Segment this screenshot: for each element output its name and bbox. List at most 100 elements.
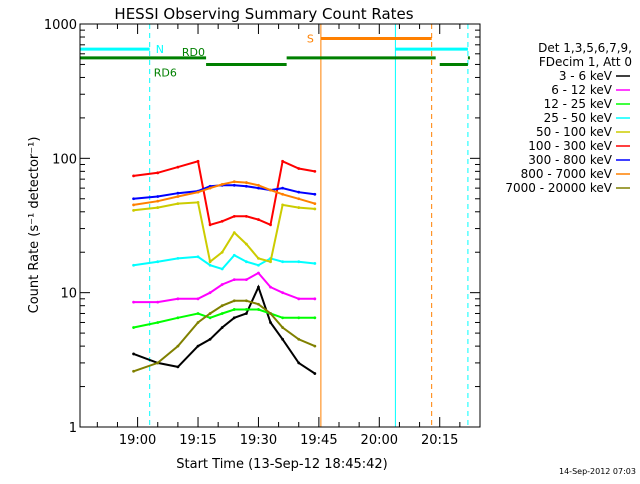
- data-point: [269, 260, 272, 264]
- data-point: [208, 316, 212, 320]
- data-point: [176, 316, 180, 320]
- data-point: [156, 321, 160, 324]
- data-point: [156, 300, 160, 304]
- data-point: [176, 365, 180, 369]
- data-point: [232, 231, 236, 234]
- legend: Det 1,3,5,6,7,9,FDecim 1, Att 03 - 6 keV…: [505, 41, 632, 195]
- data-point: [156, 206, 160, 209]
- data-point: [176, 202, 180, 206]
- data-point: [196, 159, 200, 163]
- data-point: [232, 253, 236, 257]
- legend-header: FDecim 1, Att 0: [539, 55, 632, 69]
- x-tick-label: 19:45: [300, 433, 337, 448]
- data-point: [244, 278, 248, 282]
- data-point: [244, 184, 248, 188]
- data-point: [281, 203, 285, 207]
- data-point: [196, 312, 200, 315]
- data-point: [313, 169, 317, 173]
- state-label-rd6: RD6: [154, 66, 177, 79]
- data-point: [244, 181, 248, 184]
- data-point: [257, 263, 260, 267]
- data-point: [232, 278, 236, 282]
- data-point: [257, 183, 260, 187]
- legend-entry-label: 300 - 800 keV: [528, 153, 612, 167]
- data-point: [208, 260, 212, 264]
- plot-area: N S RD0 RD6: [79, 24, 470, 427]
- data-point: [208, 223, 212, 227]
- data-point: [244, 260, 248, 264]
- data-point: [257, 308, 260, 311]
- series-line-9: [133, 299, 316, 373]
- data-point: [313, 316, 317, 320]
- data-point: [313, 202, 317, 206]
- data-point: [232, 316, 236, 320]
- data-point: [176, 191, 180, 195]
- data-point: [232, 214, 236, 218]
- data-point: [269, 188, 272, 192]
- y-tick-label: 10: [60, 287, 77, 302]
- data-point: [297, 197, 301, 201]
- data-point: [196, 321, 200, 324]
- data-point: [220, 326, 224, 329]
- data-point: [257, 218, 260, 221]
- data-point: [297, 206, 301, 209]
- data-point: [297, 190, 301, 194]
- data-point: [244, 312, 248, 315]
- data-point: [176, 195, 180, 198]
- legend-entry-label: 12 - 25 keV: [544, 97, 613, 111]
- data-point: [132, 208, 135, 212]
- x-axis-label: Start Time (13-Sep-12 18:45:42): [176, 457, 387, 472]
- data-point: [176, 297, 180, 301]
- legend-entry-label: 6 - 12 keV: [551, 83, 613, 97]
- data-point: [313, 344, 317, 348]
- legend-entry-label: 7000 - 20000 keV: [505, 181, 612, 195]
- data-point: [156, 361, 160, 365]
- data-point: [208, 291, 212, 295]
- data-point: [257, 271, 260, 275]
- data-point: [132, 203, 135, 207]
- legend-header: Det 1,3,5,6,7,9,: [538, 41, 632, 55]
- data-point: [220, 304, 224, 308]
- data-point: [281, 159, 285, 163]
- data-point: [232, 180, 236, 184]
- data-point: [297, 260, 301, 264]
- y-tick-label: 100: [52, 152, 77, 167]
- data-point: [132, 326, 135, 329]
- data-point: [132, 197, 135, 201]
- data-point: [297, 167, 301, 170]
- legend-entry-label: 100 - 300 keV: [528, 139, 612, 153]
- data-point: [281, 186, 285, 190]
- series-line-4: [133, 253, 315, 271]
- data-point: [208, 263, 212, 267]
- data-point: [220, 312, 224, 315]
- data-point: [132, 174, 135, 178]
- data-point: [269, 312, 272, 315]
- data-point: [244, 242, 248, 246]
- data-point: [132, 352, 135, 356]
- data-point: [269, 223, 272, 227]
- data-point: [297, 337, 301, 341]
- legend-entry-label: 800 - 7000 keV: [521, 167, 613, 181]
- series-line-5: [133, 201, 315, 264]
- data-point: [196, 297, 200, 301]
- data-point: [257, 186, 260, 190]
- data-point: [313, 372, 317, 375]
- data-point: [297, 297, 301, 301]
- y-tick-label: 1000: [44, 18, 77, 33]
- y-tick-label: 1: [69, 421, 77, 436]
- data-point: [257, 302, 260, 306]
- data-point: [196, 190, 200, 194]
- legend-entry-label: 3 - 6 keV: [559, 69, 613, 83]
- data-point: [220, 267, 224, 271]
- legend-entry-label: 25 - 50 keV: [544, 111, 613, 125]
- data-point: [257, 256, 260, 260]
- data-point: [313, 297, 317, 301]
- x-tick-label: 20:15: [421, 433, 458, 448]
- data-point: [196, 200, 200, 204]
- y-axis: 1 10 100 1000: [44, 18, 480, 436]
- data-point: [232, 299, 236, 303]
- data-point: [208, 337, 212, 341]
- data-point: [313, 207, 317, 211]
- data-point: [220, 219, 224, 223]
